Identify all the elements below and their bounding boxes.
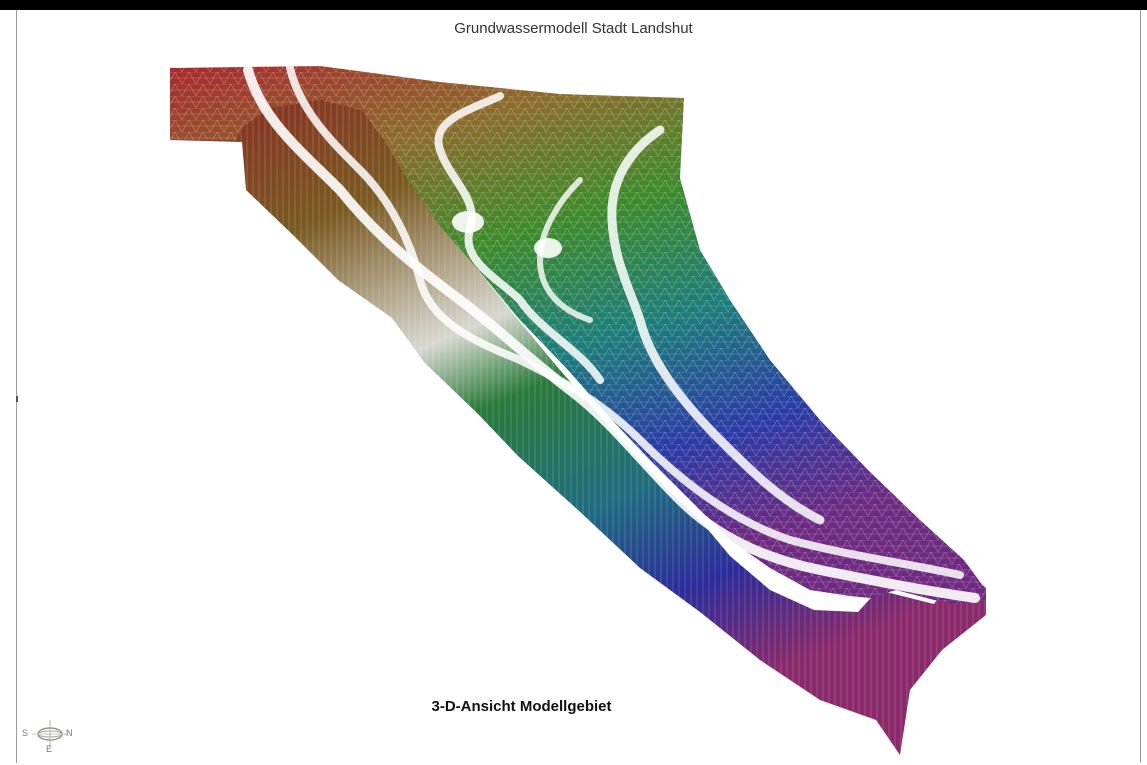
orientation-compass[interactable]: S N E [22,712,82,760]
compass-north-label: N [66,728,73,738]
left-border-mark [16,396,18,402]
river-mesh-lines [243,64,980,603]
lake-patches [452,211,562,258]
compass-south-label: S [22,728,29,738]
figure-caption: 3-D-Ansicht Modellgebiet [431,698,612,715]
compass-east-label: E [46,744,53,754]
right-border [1140,10,1141,763]
compass-icon [32,720,68,748]
left-border [16,10,17,763]
top-border-bar [0,0,1147,10]
figure-title: Grundwassermodell Stadt Landshut [454,20,693,37]
